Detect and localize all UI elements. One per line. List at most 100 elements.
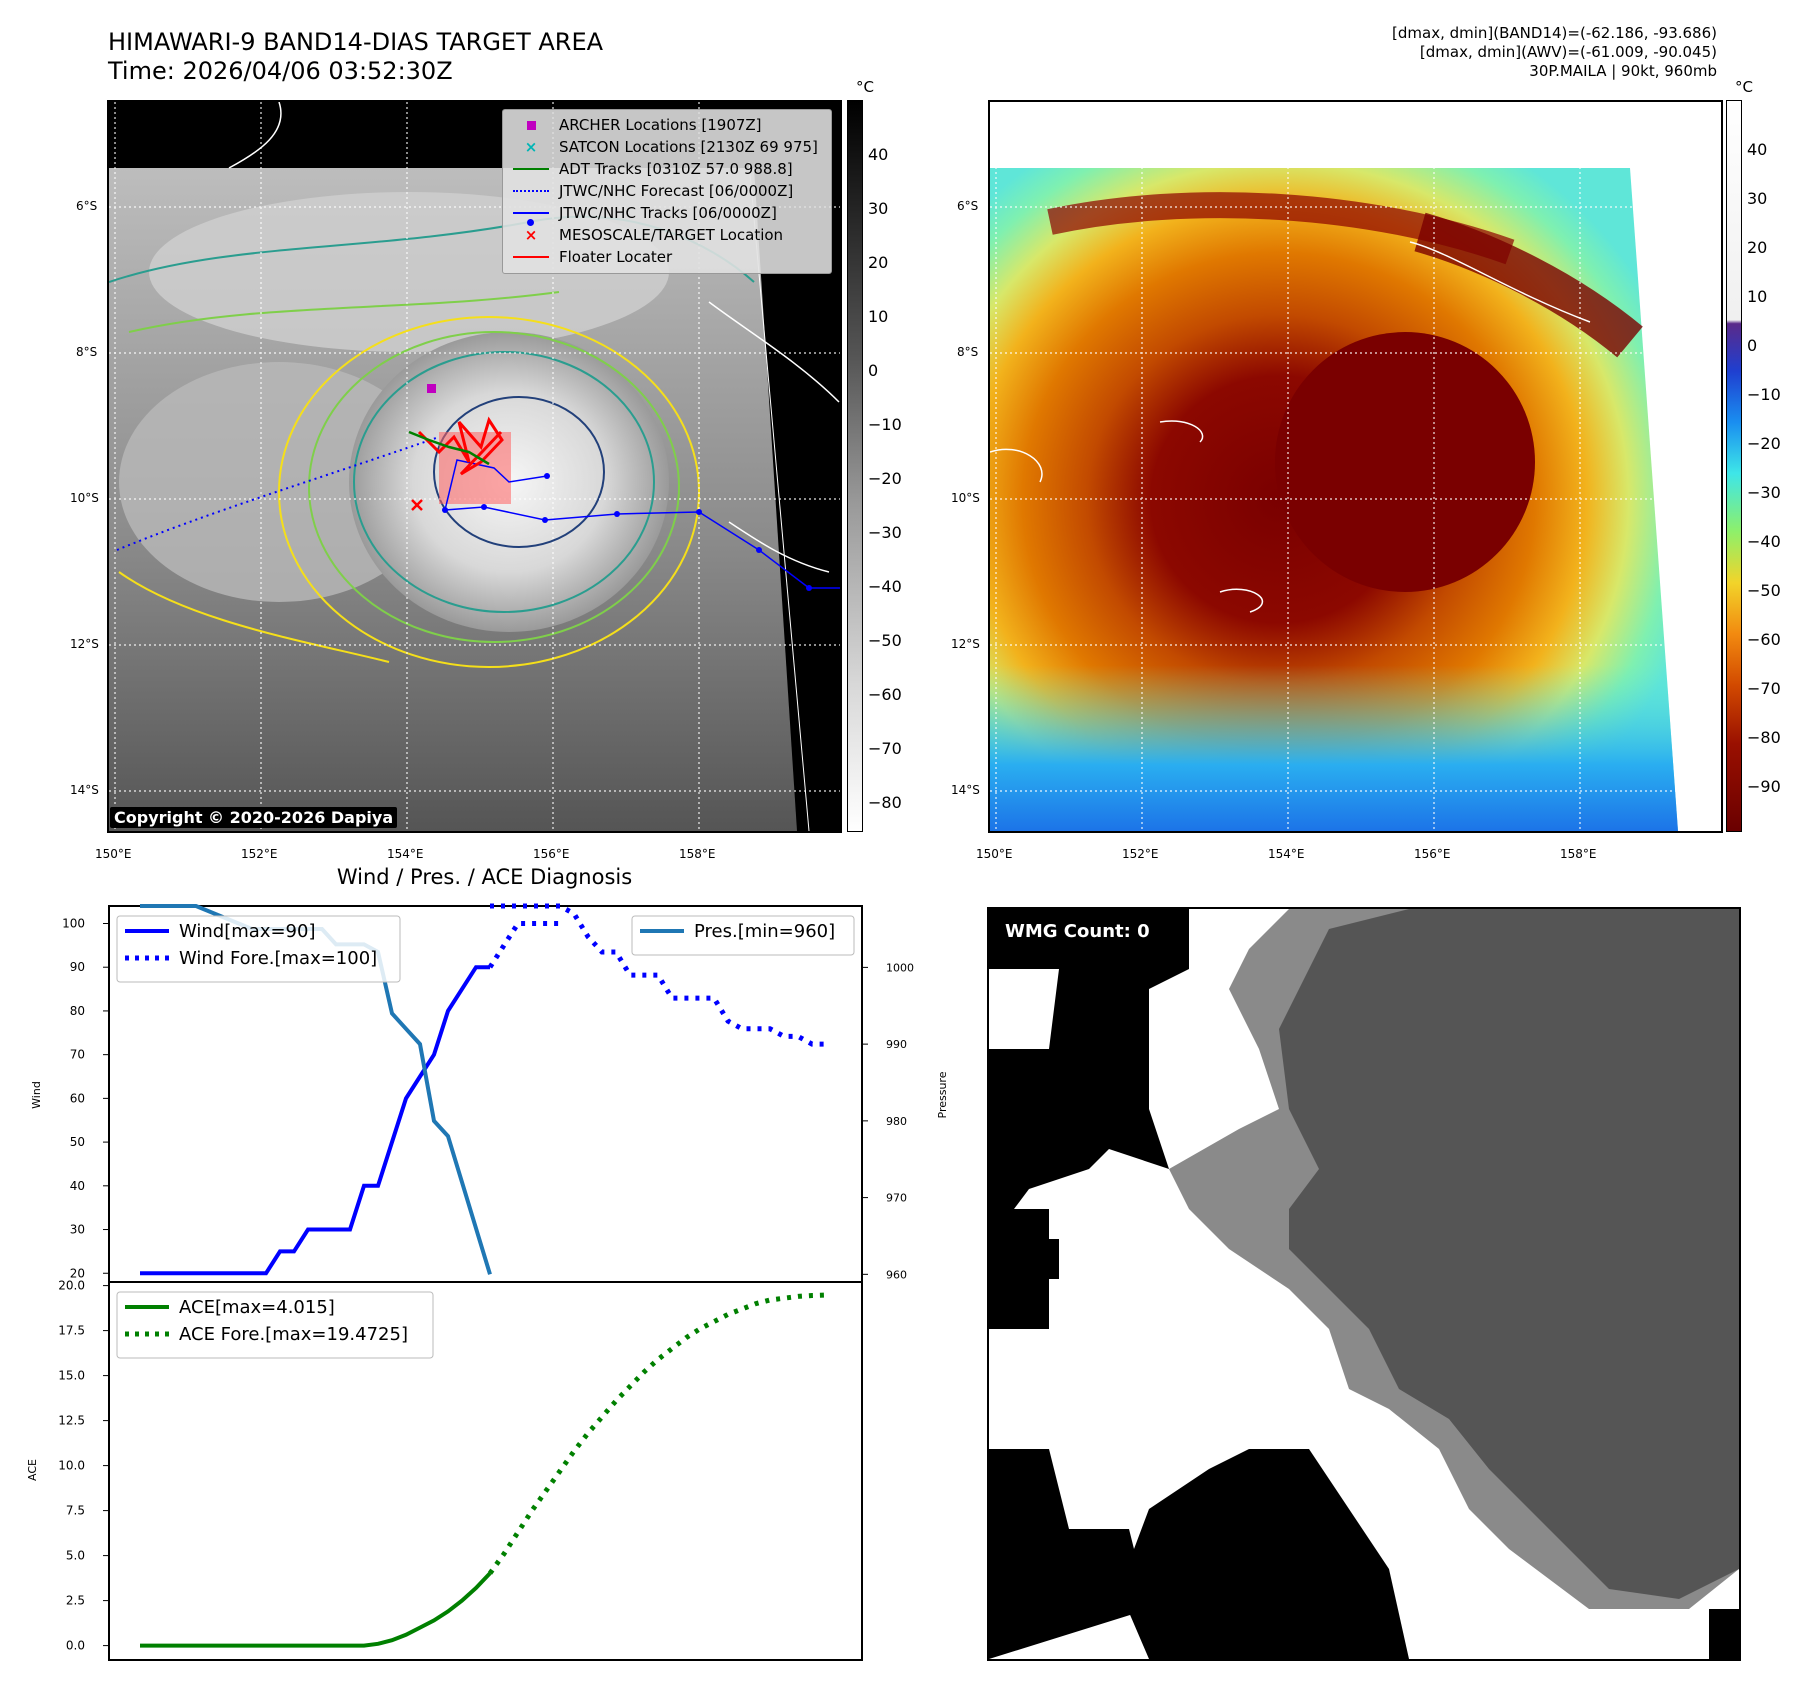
wind-y-tick-label: 80 [70, 1004, 85, 1018]
pressure-legend [631, 915, 855, 956]
colorbar-tick-label: −90 [1747, 777, 1781, 796]
colorbar-tick-label: 30 [1747, 189, 1768, 208]
info-awv-range: [dmax, dmin](AWV)=(-61.009, -90.045) [1419, 43, 1717, 61]
wind-y-tick-label: 50 [70, 1135, 85, 1149]
legend-label: ACE[max=4.015] [179, 1297, 335, 1318]
ace-axis-label: ACE [26, 1459, 39, 1481]
x-marker-icon: × [524, 226, 538, 244]
square-marker-icon [526, 120, 536, 130]
colorbar-right [1726, 100, 1742, 832]
legend-label: ACE Fore.[max=19.4725] [179, 1324, 408, 1345]
wind-axis-label: Wind [30, 1081, 43, 1109]
ace-y-tick-label: 2.5 [66, 1594, 85, 1608]
wmg-image [989, 909, 1739, 1659]
lat-label: 14°S [70, 783, 99, 797]
ace-legend [116, 1291, 434, 1359]
lat-label: 8°S [957, 345, 979, 359]
pressure-y-tick-label: 960 [886, 1268, 907, 1281]
colorbar-tick-label: −40 [1747, 532, 1781, 551]
lon-label: 154°E [387, 847, 424, 861]
wind-y-tick-label: 100 [62, 916, 85, 930]
colorbar-tick-label: −10 [868, 415, 902, 434]
lon-label: 150°E [976, 847, 1013, 861]
pressure-y-tick-label: 970 [886, 1192, 907, 1205]
lon-label: 154°E [1268, 847, 1305, 861]
legend-label: Wind[max=90] [179, 921, 316, 942]
wind-y-tick-label: 20 [70, 1266, 85, 1280]
ace-y-tick-label: 17.5 [58, 1324, 85, 1338]
legend-label: Wind Fore.[max=100] [179, 948, 377, 969]
colorbar-tick-label: 30 [868, 199, 889, 218]
line-dot-marker-icon [513, 212, 549, 214]
lon-label: 150°E [95, 847, 132, 861]
wmg-count-badge: WMG Count: 0 [997, 918, 1158, 945]
ace-y-tick-label: 5.0 [66, 1549, 85, 1563]
ace-y-tick-label: 10.0 [58, 1459, 85, 1473]
lon-label: 158°E [1560, 847, 1597, 861]
diagnosis-chart-svg: 20 30 40 50 60 70 80 90 100 960 970 980 990 1000 0.0 2.… [26, 903, 949, 1661]
colorbar-tick-label: −20 [1747, 434, 1781, 453]
colorbar-right-unit: °C [1735, 78, 1753, 96]
ace-y-tick-label: 7.5 [66, 1504, 85, 1518]
lat-label: 6°S [957, 199, 979, 213]
lon-label: 158°E [679, 847, 716, 861]
ace-axes [108, 1281, 863, 1661]
lon-label: 156°E [1414, 847, 1451, 861]
wind-y-tick-label: 40 [70, 1179, 85, 1193]
line-marker-icon [513, 256, 549, 258]
map-legend: ARCHER Locations [1907Z] × SATCON Locati… [502, 109, 832, 274]
colorbar-tick-label: −70 [868, 739, 902, 758]
wmg-panel [987, 907, 1741, 1661]
lat-label: 10°S [951, 491, 980, 505]
pressure-y-tick-label: 1000 [886, 961, 914, 974]
awv-map [988, 100, 1723, 833]
ace-y-tick-label: 0.0 [66, 1639, 85, 1653]
colorbar-tick-label: 20 [868, 253, 889, 272]
info-storm: 30P.MAILA | 90kt, 960mb [1529, 62, 1717, 80]
ace-y-tick-label: 15.0 [58, 1369, 85, 1383]
pressure-y-tick-label: 990 [886, 1038, 907, 1051]
lat-label: 12°S [951, 637, 980, 651]
ace-y-tick-label: 20.0 [58, 1279, 85, 1293]
page-title: HIMAWARI-9 BAND14-DIAS TARGET AREA [108, 28, 604, 56]
info-band14-range: [dmax, dmin](BAND14)=(-62.186, -93.686) [1392, 24, 1717, 42]
legend-item-jtwc-tracks: JTWC/NHC Tracks [06/0000Z] [511, 202, 823, 226]
copyright-label: Copyright © 2020-2026 Dapiya [110, 807, 398, 828]
colorbar-left [847, 100, 863, 832]
diagnosis-title: Wind / Pres. / ACE Diagnosis [336, 865, 633, 889]
colorbar-tick-label: −30 [868, 523, 902, 542]
lat-label: 8°S [76, 345, 98, 359]
dotted-line-icon [513, 190, 549, 192]
wind-forecast-line [487, 921, 560, 969]
colorbar-tick-label: −40 [868, 577, 902, 596]
colorbar-tick-label: 10 [868, 307, 889, 326]
legend-item-floater: Floater Locater [511, 246, 823, 268]
ace-forecast-line [487, 1292, 827, 1575]
x-marker-icon: × [524, 138, 538, 156]
legend-label: Pres.[min=960] [694, 921, 835, 942]
colorbar-tick-label: 0 [868, 361, 879, 380]
awv-map-image [990, 102, 1721, 831]
line-marker-icon [513, 168, 549, 170]
lat-label: 12°S [70, 637, 99, 651]
colorbar-tick-label: 20 [1747, 238, 1768, 257]
colorbar-tick-label: 10 [1747, 287, 1768, 306]
pressure-forecast-line [490, 903, 826, 1047]
page-time: Time: 2026/04/06 03:52:30Z [108, 57, 453, 85]
colorbar-tick-label: 40 [1747, 140, 1768, 159]
colorbar-tick-label: −20 [868, 469, 902, 488]
wind-legend [116, 915, 401, 983]
colorbar-tick-label: −60 [868, 685, 902, 704]
ace-y-tick-label: 12.5 [58, 1414, 85, 1428]
wind-y-tick-label: 90 [70, 960, 85, 974]
wind-y-tick-label: 70 [70, 1048, 85, 1062]
colorbar-tick-label: −50 [1747, 581, 1781, 600]
colorbar-tick-label: −30 [1747, 483, 1781, 502]
pressure-axis-label: Pressure [936, 1071, 949, 1118]
diagnosis-charts: 20 30 40 50 60 70 80 90 100 960 970 980 990 1000 0.0 2.… [0, 890, 960, 1674]
lat-label: 14°S [951, 783, 980, 797]
lon-label: 152°E [1122, 847, 1159, 861]
colorbar-tick-label: −70 [1747, 679, 1781, 698]
colorbar-tick-label: 0 [1747, 336, 1758, 355]
colorbar-tick-label: −80 [868, 793, 902, 812]
